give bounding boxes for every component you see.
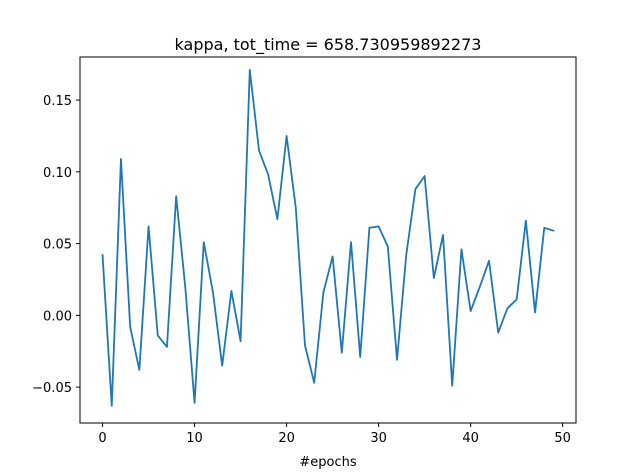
chart-title: kappa, tot_time = 658.730959892273 [175,35,482,55]
x-tick-label: 30 [370,431,387,446]
x-tick-label: 50 [554,431,571,446]
axes-frame [79,56,577,424]
x-axis-label: #epochs [299,455,356,470]
y-tick-label: −0.05 [32,381,72,396]
series-line-0 [101,69,555,407]
y-tick-label: 0.15 [43,94,72,109]
y-tick-label: 0.05 [43,238,72,253]
x-tick-label: 20 [278,431,295,446]
x-axis: 0 10 20 30 40 50 [98,423,571,446]
y-tick-label: 0.00 [43,309,72,324]
x-tick-label: 40 [462,431,479,446]
x-tick-label: 0 [98,431,106,446]
y-tick-label: 0.10 [43,166,72,181]
plot-area [79,56,577,424]
y-axis: −0.05 0.00 0.05 0.10 0.15 [32,94,80,396]
x-tick-label: 10 [186,431,203,446]
